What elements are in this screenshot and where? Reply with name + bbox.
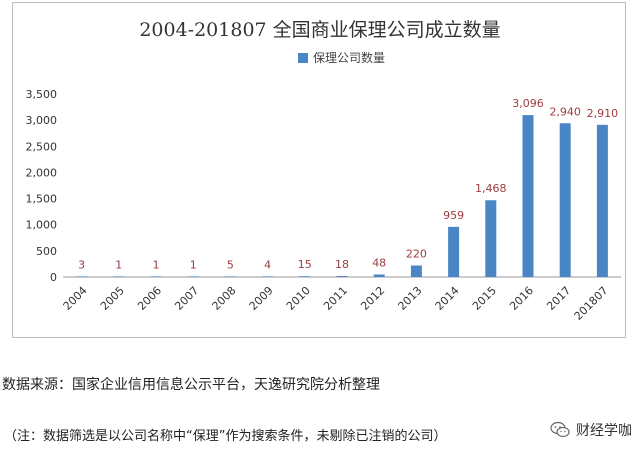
bar [596,124,608,277]
filter-note: （注：数据筛选是以公司名称中“保理”作为搜索条件，未剔除已注销的公司） [4,429,447,444]
data-label: 48 [372,256,386,269]
bar [373,274,385,277]
y-tick-label: 3,000 [26,114,58,127]
data-label: 1,468 [475,182,507,195]
legend-swatch [298,52,308,63]
chart-container: 2004-201807 全国商业保理公司成立数量 保理公司数量 0 500 1,00… [12,2,626,338]
wechat-icon [550,421,570,438]
x-tick-label: 2015 [470,284,499,313]
bar [410,265,422,277]
bar [150,276,162,277]
data-label: 15 [298,258,312,271]
y-tick-label: 500 [36,245,57,258]
x-tick-label: 2016 [507,284,536,313]
data-label: 220 [406,247,427,260]
x-tick-label: 2006 [135,284,164,313]
x-tick-label: 2017 [544,284,573,313]
data-label: 2,940 [549,105,581,118]
data-label: 1 [190,258,197,271]
bar [559,123,571,277]
x-tick-label: 2005 [98,284,127,313]
bar [187,276,199,277]
brand-name: 财经学咖 [576,423,632,439]
data-source-note: 数据来源：国家企业信用信息公示平台，天逸研究院分析整理 [2,377,380,393]
data-label: 18 [335,258,349,271]
y-tick-label: 1,500 [26,193,58,206]
bar [113,276,125,277]
bar [336,276,348,277]
x-tick-label: 2011 [321,284,350,313]
legend-label: 保理公司数量 [313,51,386,65]
bar [299,276,311,277]
y-tick-label: 2,000 [26,166,58,179]
bar [485,200,497,277]
data-label: 4 [264,258,271,271]
data-label: 3,096 [512,97,544,110]
y-tick-label: 2,500 [26,140,58,153]
chart-title: 2004-201807 全国商业保理公司成立数量 [139,19,501,41]
x-tick-label: 2013 [396,284,425,313]
y-tick-label: 3,500 [26,88,58,101]
data-label: 1 [115,258,122,271]
bar [262,276,274,277]
data-label: 959 [443,209,464,222]
bar-chart: 0 500 1,000 1,500 2,000 2,500 3,000 3,500 3 2004 1… [26,88,621,323]
x-tick-label: 2014 [433,284,462,313]
bar [224,276,236,277]
data-label: 1 [153,258,160,271]
x-tick-label: 2010 [284,284,313,313]
bar [448,226,460,277]
x-tick-label: 2008 [210,284,239,313]
bar [76,276,88,277]
x-tick-label: 201807 [572,284,611,323]
bar [522,115,534,277]
x-tick-label: 2009 [247,284,276,313]
x-tick-label: 2012 [358,284,387,313]
data-label: 2,910 [587,107,619,120]
chart-legend: 保理公司数量 [298,49,385,66]
brand-mark: 财经学咖 [550,420,632,440]
x-tick-label: 2004 [61,284,90,313]
data-label: 3 [78,258,85,271]
y-tick-label: 0 [50,271,57,284]
x-tick-label: 2007 [172,284,201,313]
y-tick-label: 1,000 [26,219,58,232]
data-label: 5 [227,258,234,271]
